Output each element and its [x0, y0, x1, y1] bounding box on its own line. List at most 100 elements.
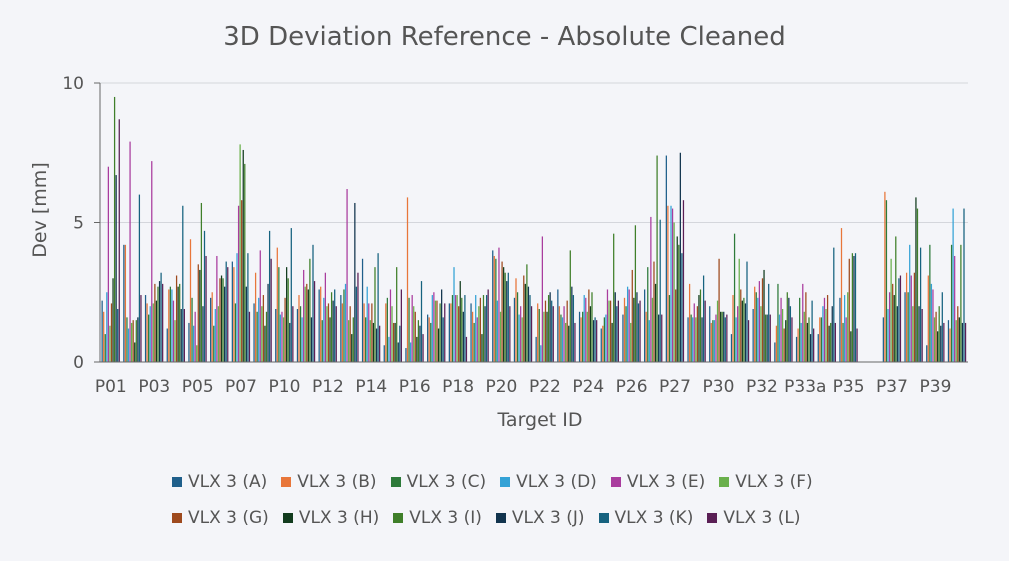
bar-P23-vlx-3-k-: [572, 295, 575, 362]
bar-P27a-vlx-3-b-: [645, 311, 647, 362]
bar-P02-vlx-3-e-: [129, 141, 131, 362]
bar-P33a-vlx-3-j-: [809, 334, 812, 362]
bar-P23-vlx-3-c-: [560, 314, 562, 362]
bar-P18-vlx-3-a-: [448, 303, 450, 362]
legend-item[interactable]: VLX 3 (I): [393, 508, 482, 528]
bar-P01-vlx-3-j-: [115, 175, 117, 362]
bar-P14-vlx-3-h-: [372, 322, 375, 362]
legend-item[interactable]: VLX 3 (J): [495, 508, 585, 528]
legend-item[interactable]: VLX 3 (L): [707, 508, 800, 528]
bar-P04-vlx-3-d-: [171, 289, 173, 362]
legend-item[interactable]: VLX 3 (H): [282, 508, 379, 528]
bar-P16-vlx-3-g-: [414, 311, 416, 362]
bar-P07-vlx-3-f-: [239, 144, 241, 362]
bar-P24-vlx-3-a-: [578, 311, 581, 362]
bar-P20-vlx-3-l-: [509, 306, 511, 362]
bar-P01-vlx-3-l-: [118, 119, 120, 363]
bar-P33a-vlx-3-c-: [799, 297, 801, 362]
legend-item[interactable]: VLX 3 (E): [610, 472, 705, 492]
bar-P18-vlx-3-k-: [464, 295, 466, 362]
bar-P39-vlx-3-e-: [932, 289, 934, 362]
bar-P37-vlx-3-l-: [899, 275, 902, 362]
bar-P31-vlx-3-l-: [747, 320, 750, 362]
bar-P21-vlx-3-k-: [529, 295, 531, 362]
bar-P05-vlx-3-k-: [203, 230, 206, 362]
bar-P16-vlx-3-a-: [405, 348, 407, 362]
bar-P13-vlx-3-a-: [340, 295, 342, 362]
bar-P03-vlx-3-g-: [154, 283, 156, 362]
bar-P28-vlx-3-f-: [695, 317, 697, 362]
bar-P32-vlx-3-c-: [755, 292, 757, 362]
bar-P05-vlx-3-h-: [199, 269, 201, 362]
bar-P17-vlx-3-e-: [433, 292, 435, 362]
legend-swatch: [172, 477, 182, 487]
x-tick-label: P03: [138, 377, 170, 397]
legend-swatch: [281, 477, 292, 487]
bar-P21-vlx-3-e-: [520, 306, 522, 362]
legend-item[interactable]: VLX 3 (K): [598, 508, 693, 528]
bar-P28-vlx-3-e-: [693, 303, 695, 362]
bar-P20-vlx-3-j-: [506, 281, 508, 362]
bar-P02-vlx-3-h-: [134, 342, 136, 362]
legend-item[interactable]: VLX 3 (B): [281, 472, 377, 492]
bar-P27a-vlx-3-j-: [658, 314, 660, 362]
bar-P12-vlx-3-i-: [330, 292, 333, 362]
bar-P07-vlx-3-a-: [231, 261, 233, 362]
bar-P03-vlx-3-a-: [144, 295, 147, 362]
bar-P37-vlx-3-g-: [892, 283, 894, 362]
bar-P17-vlx-3-j-: [441, 289, 443, 362]
bar-P06-vlx-3-j-: [224, 286, 226, 362]
bar-P06-vlx-3-l-: [227, 267, 229, 362]
bar-P04-vlx-3-l-: [183, 308, 185, 362]
bar-P31-vlx-3-k-: [746, 261, 748, 362]
legend-item[interactable]: VLX 3 (C): [390, 472, 486, 492]
bar-P32-vlx-3-i-: [764, 314, 767, 362]
bar-P33-vlx-3-h-: [785, 320, 787, 362]
bar-P34-vlx-3-j-: [831, 306, 833, 362]
bar-P33-vlx-3-b-: [775, 325, 778, 362]
bar-P39-vlx-3-i-: [938, 306, 940, 362]
bar-P18-vlx-3-d-: [453, 267, 455, 362]
bar-P23-vlx-3-g-: [566, 300, 568, 362]
bar-P32-vlx-3-a-: [752, 308, 754, 362]
bar-P40-vlx-3-a-: [947, 320, 950, 362]
bar-P27-vlx-3-i-: [678, 244, 680, 362]
bar-P19-vlx-3-b-: [471, 311, 474, 362]
bar-P38-vlx-3-a-: [904, 292, 906, 362]
bar-P28-vlx-3-a-: [687, 317, 689, 362]
bar-P37-vlx-3-c-: [885, 200, 888, 362]
bar-P34-vlx-3-f-: [825, 308, 827, 362]
bar-P39-vlx-3-l-: [943, 322, 945, 362]
bar-P34-vlx-3-b-: [819, 317, 821, 362]
bar-P27-vlx-3-l-: [682, 200, 685, 362]
bar-P33a-vlx-3-l-: [813, 328, 815, 362]
bar-P32-vlx-3-b-: [754, 286, 756, 362]
bar-P15-vlx-3-d-: [388, 336, 390, 362]
bar-P11-vlx-3-i-: [309, 258, 311, 362]
bar-P30-vlx-3-l-: [726, 314, 728, 362]
x-tick-label: P18: [442, 377, 474, 397]
bar-P37-vlx-3-i-: [895, 236, 897, 362]
bar-P40-vlx-3-j-: [961, 322, 964, 362]
x-tick-label: P37: [876, 377, 908, 397]
bar-P22-vlx-3-d-: [540, 345, 542, 362]
legend-swatch: [393, 513, 404, 523]
bar-P15-vlx-3-j-: [397, 342, 399, 362]
bar-P34-vlx-3-h-: [828, 325, 830, 362]
x-tick-label: P20: [485, 377, 517, 397]
bar-P11-vlx-3-f-: [304, 286, 306, 362]
bar-P27a-vlx-3-e-: [650, 216, 652, 362]
legend-item[interactable]: VLX 3 (F): [719, 472, 813, 492]
bar-P38-vlx-3-b-: [905, 272, 908, 362]
legend-item[interactable]: VLX 3 (D): [500, 472, 597, 492]
legend-item[interactable]: VLX 3 (G): [172, 508, 269, 528]
bar-P14-vlx-3-k-: [377, 253, 379, 362]
legend-item[interactable]: VLX 3 (A): [172, 472, 267, 492]
bar-P05-vlx-3-l-: [205, 255, 207, 362]
bar-P33a-vlx-3-i-: [808, 317, 810, 362]
bar-P01-vlx-3-b-: [103, 311, 105, 362]
bar-P10-vlx-3-i-: [287, 278, 289, 362]
bar-P13-vlx-3-h-: [351, 334, 353, 362]
bar-P40-vlx-3-b-: [949, 328, 951, 362]
bar-P14-vlx-3-e-: [368, 303, 370, 362]
